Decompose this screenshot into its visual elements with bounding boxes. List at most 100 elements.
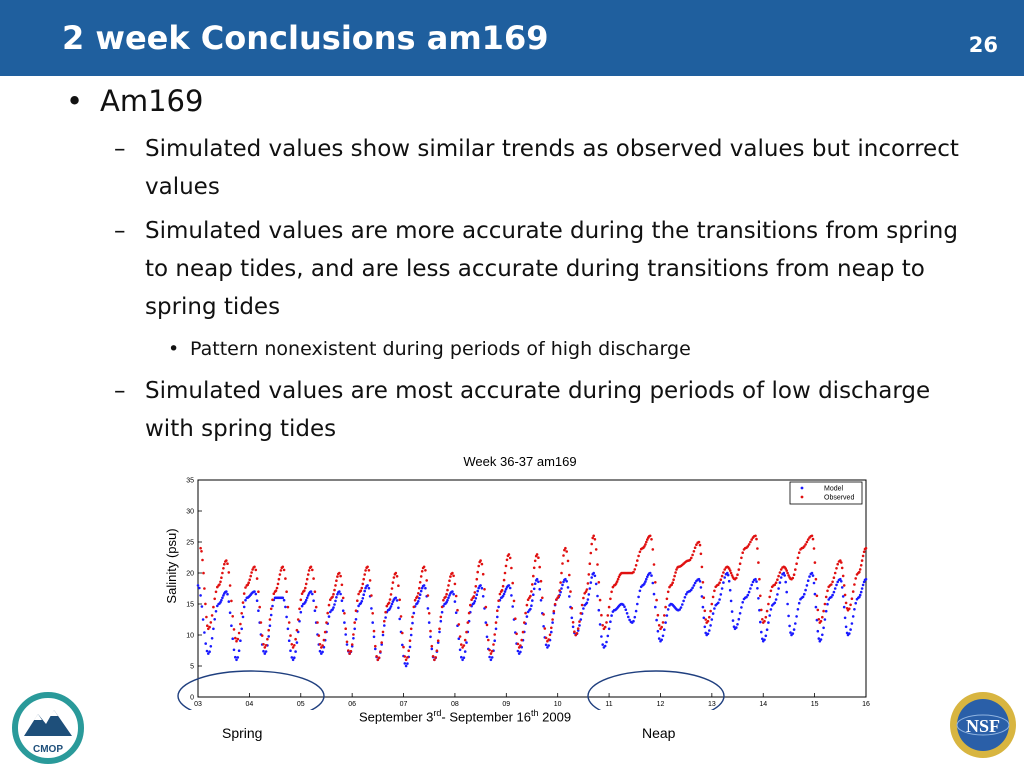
x-tick-label: 09 <box>502 701 510 708</box>
model-point <box>632 619 635 623</box>
observed-point <box>244 586 247 589</box>
model-point <box>660 638 663 642</box>
model-point <box>737 617 741 621</box>
observed-point <box>813 561 817 564</box>
model-point <box>454 611 458 614</box>
model-point <box>693 581 697 585</box>
observed-point <box>785 569 788 572</box>
model-point <box>833 587 837 590</box>
observed-point <box>425 579 429 582</box>
model-point <box>804 588 807 592</box>
model-point <box>204 642 207 645</box>
model-point <box>488 655 491 659</box>
observed-point <box>394 571 398 575</box>
observed-point <box>385 604 389 608</box>
observed-point <box>208 625 211 629</box>
model-point <box>636 602 639 606</box>
x-tick-label: 13 <box>708 701 716 708</box>
model-point <box>284 605 287 609</box>
model-point <box>751 580 755 584</box>
observed-point <box>326 611 329 615</box>
observed-point <box>447 584 450 587</box>
observed-point <box>840 561 843 564</box>
observed-point <box>592 534 595 538</box>
observed-point <box>543 627 547 630</box>
model-point <box>420 586 424 590</box>
observed-point <box>833 571 837 575</box>
model-point <box>367 586 371 590</box>
model-point <box>726 571 729 575</box>
model-point <box>849 628 852 631</box>
observed-point <box>413 598 417 602</box>
observed-point <box>749 540 752 544</box>
observed-point <box>815 594 819 598</box>
observed-point <box>213 597 216 601</box>
model-point <box>718 598 721 601</box>
spring-label: Spring <box>222 725 263 741</box>
model-point <box>597 608 601 612</box>
observed-point <box>389 593 393 596</box>
observed-point <box>212 605 215 609</box>
model-point <box>465 641 468 644</box>
observed-point <box>573 630 576 633</box>
observed-point <box>201 558 204 562</box>
model-point <box>678 608 681 611</box>
model-point <box>411 621 414 625</box>
model-point <box>439 619 443 623</box>
observed-point <box>476 570 480 574</box>
model-point <box>331 608 334 611</box>
observed-point <box>539 579 543 583</box>
observed-point <box>747 543 751 546</box>
model-point <box>416 602 419 605</box>
model-point <box>370 607 373 610</box>
observed-point <box>819 619 823 623</box>
observed-point <box>350 643 354 646</box>
model-point <box>654 605 657 609</box>
x-tick-label: 12 <box>657 701 665 708</box>
x-tick-label: 06 <box>348 701 356 708</box>
observed-point <box>787 574 790 577</box>
observed-point <box>504 564 508 568</box>
model-point <box>811 574 815 577</box>
model-point <box>624 608 628 611</box>
observed-point <box>230 599 233 603</box>
observed-point <box>757 561 760 564</box>
model-point <box>263 652 267 655</box>
observed-point <box>487 638 490 642</box>
model-point <box>784 580 787 584</box>
observed-point <box>363 573 366 576</box>
model-point <box>717 601 720 605</box>
observed-point <box>281 565 285 569</box>
observed-point <box>786 571 789 575</box>
observed-point <box>488 648 491 652</box>
observed-point <box>360 586 364 590</box>
observed-point <box>452 574 455 578</box>
observed-point <box>559 581 562 584</box>
model-point <box>366 584 369 587</box>
model-point <box>646 575 649 579</box>
model-point <box>763 638 766 642</box>
model-point <box>231 637 234 640</box>
model-point <box>304 598 308 602</box>
observed-point <box>254 568 258 572</box>
observed-point <box>693 546 697 549</box>
x-tick-label: 08 <box>451 701 459 708</box>
observed-point <box>387 601 391 605</box>
model-point <box>473 600 477 603</box>
model-point <box>353 627 356 631</box>
model-point <box>774 598 778 601</box>
model-point <box>637 595 640 599</box>
observed-point <box>548 633 552 637</box>
observed-point <box>205 615 208 619</box>
model-point <box>452 592 455 596</box>
observed-point <box>719 578 723 581</box>
y-tick-label: 10 <box>186 633 194 640</box>
observed-point <box>672 578 675 581</box>
observed-point <box>777 574 780 578</box>
observed-point <box>291 646 295 649</box>
model-point <box>805 584 809 587</box>
model-point <box>840 586 844 589</box>
observed-point <box>854 577 857 580</box>
model-point <box>472 602 476 605</box>
